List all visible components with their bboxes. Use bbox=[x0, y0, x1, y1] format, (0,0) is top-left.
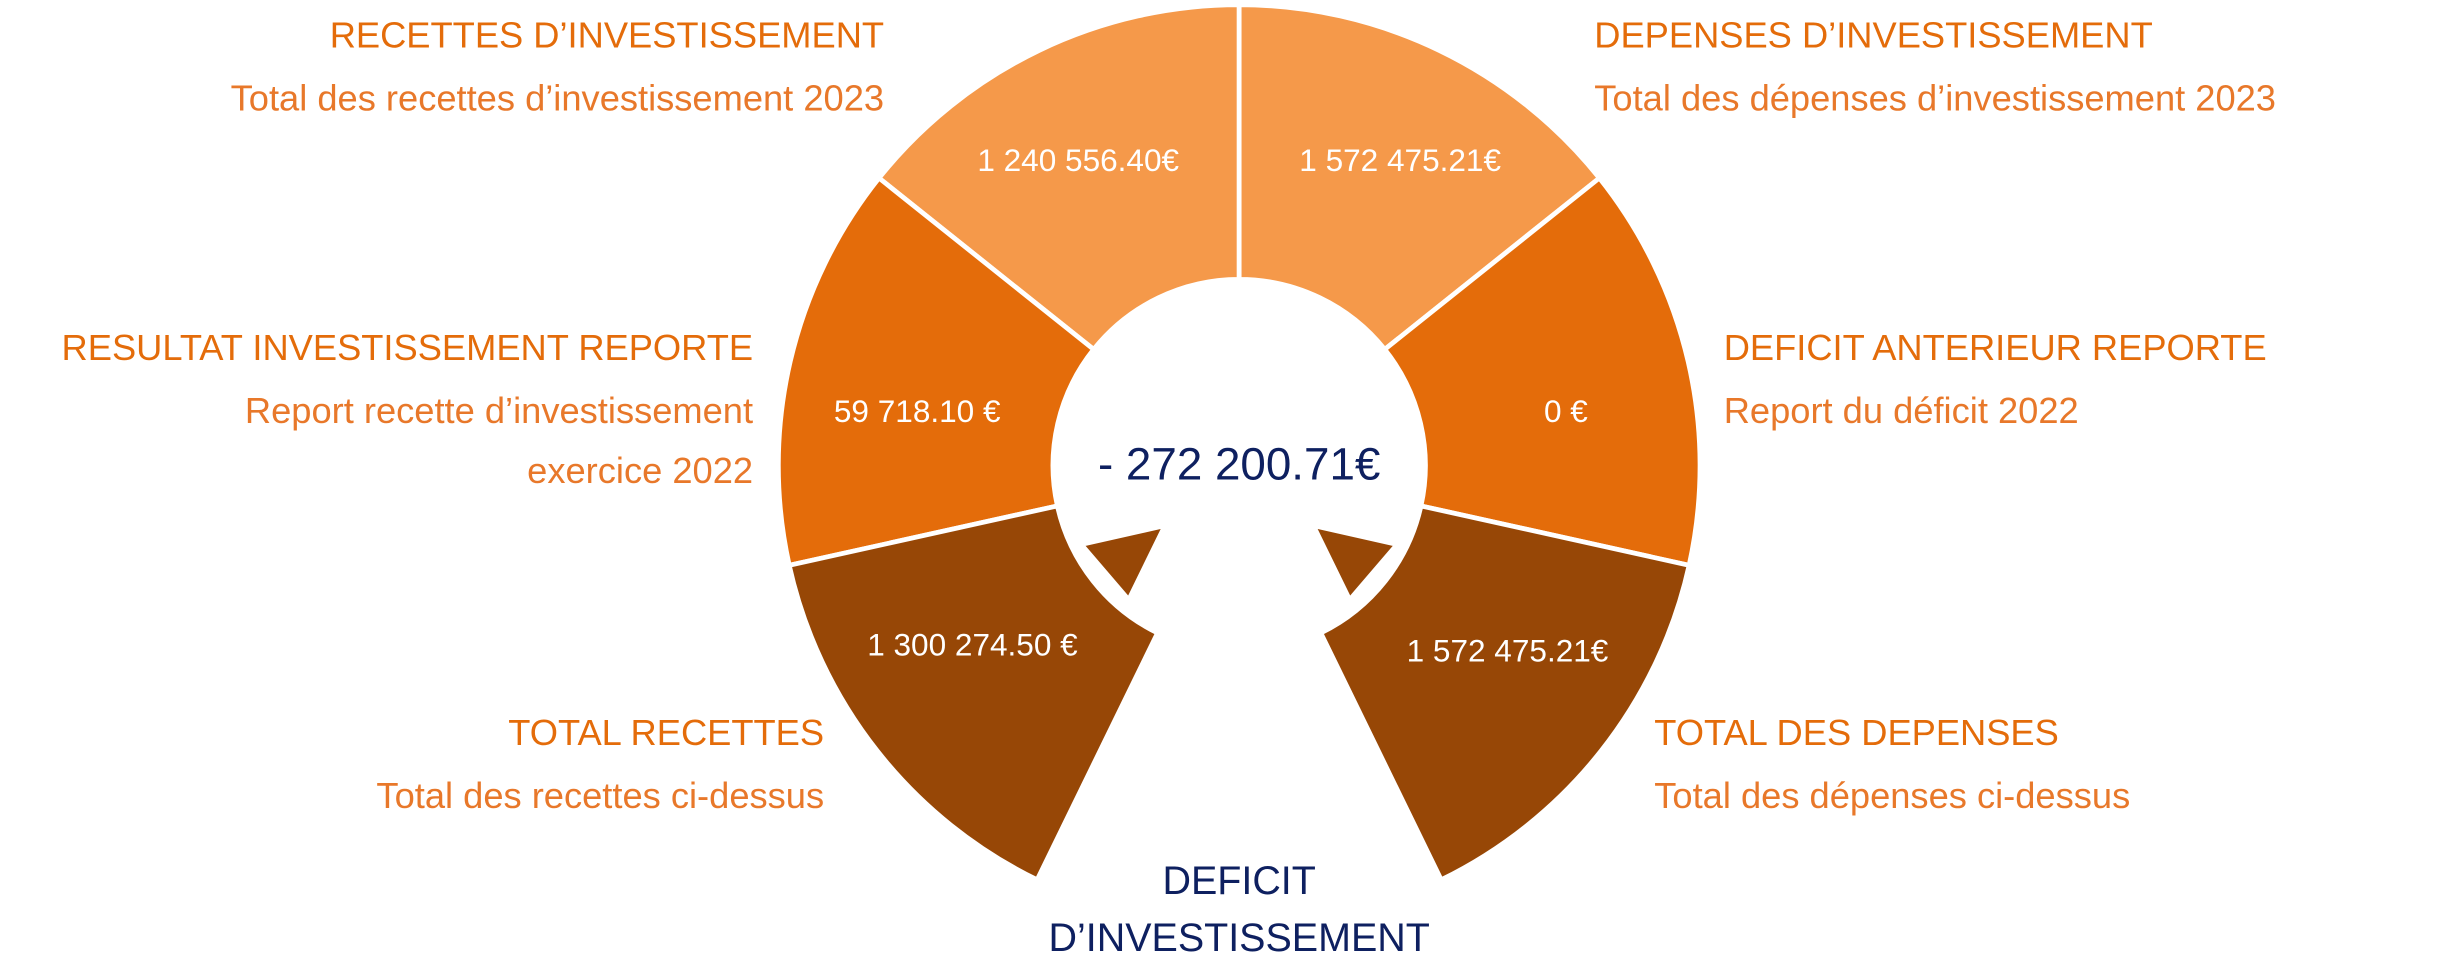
bottom-label: DEFICIT bbox=[1162, 859, 1315, 903]
pointer bbox=[1077, 522, 1170, 605]
segment-title: TOTAL RECETTES bbox=[508, 712, 824, 753]
pointer bbox=[1309, 522, 1402, 605]
segment bbox=[875, 2, 1242, 353]
segment-value: 1 572 475.21€ bbox=[1299, 142, 1501, 178]
segment-subtitle: Total des dépenses d’investissement 2023 bbox=[1594, 78, 2276, 119]
segment-subtitle: Total des dépenses ci-dessus bbox=[1654, 775, 2130, 816]
segment bbox=[1236, 2, 1603, 353]
segment-title: DEPENSES D’INVESTISSEMENT bbox=[1594, 14, 2152, 55]
center-value: - 272 200.71€ bbox=[1098, 438, 1380, 489]
segment bbox=[786, 503, 1161, 883]
segment bbox=[1381, 174, 1703, 569]
segment-title: RESULTAT INVESTISSEMENT REPORTE bbox=[62, 327, 754, 368]
segment-subtitle: Report recette d’investissement bbox=[245, 390, 753, 431]
segment-value: 1 300 274.50 € bbox=[867, 626, 1078, 662]
segment-value: 0 € bbox=[1544, 393, 1588, 429]
segment-value: 59 718.10 € bbox=[834, 393, 1001, 429]
segment bbox=[776, 174, 1097, 569]
segment bbox=[1317, 503, 1692, 883]
bottom-label: D’INVESTISSEMENT bbox=[1049, 916, 1430, 958]
segments bbox=[776, 2, 1703, 883]
segment-value: 1 572 475.21€ bbox=[1407, 633, 1609, 669]
segment-subtitle: Report du déficit 2022 bbox=[1724, 390, 2079, 431]
segment-title: DEFICIT ANTERIEUR REPORTE bbox=[1724, 327, 2267, 368]
segment-subtitle: exercice 2022 bbox=[527, 450, 753, 491]
segment-title: TOTAL DES DEPENSES bbox=[1654, 712, 2059, 753]
segment-subtitle: Total des recettes d’investissement 2023 bbox=[231, 78, 884, 119]
segment-title: RECETTES D’INVESTISSEMENT bbox=[330, 14, 884, 55]
segment-value: 1 240 556.40€ bbox=[977, 142, 1179, 178]
segment-subtitle: Total des recettes ci-dessus bbox=[376, 775, 824, 816]
